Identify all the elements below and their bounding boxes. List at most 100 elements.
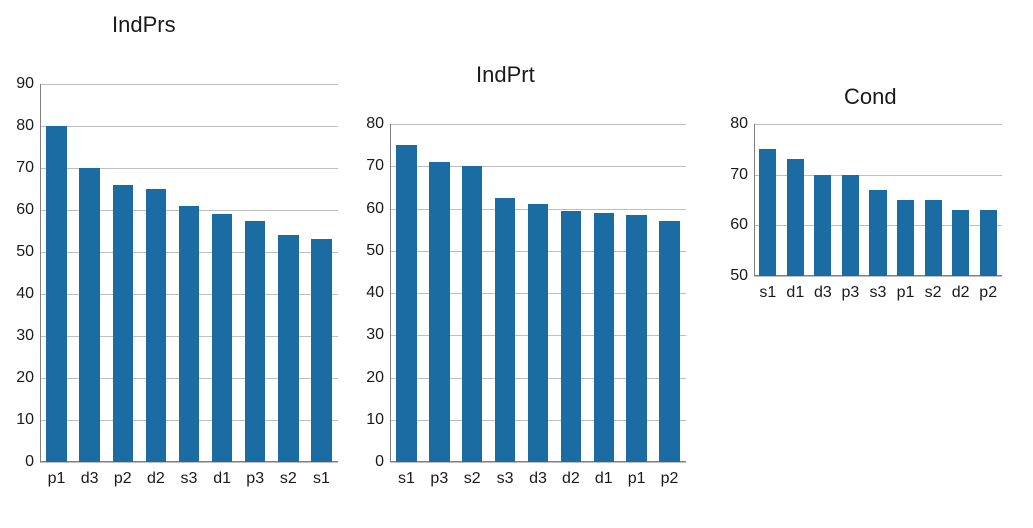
indprt-bar-slot: d3: [522, 124, 555, 462]
cond-xtick-label: s1: [759, 276, 776, 302]
indprt-ytick-label: 70: [366, 157, 390, 175]
indprt-bar: [659, 221, 679, 462]
indprs-ytick-label: 90: [16, 75, 40, 93]
indprs-xtick-label: p2: [114, 462, 132, 488]
cond-ytick-label: 80: [730, 115, 754, 133]
indprt-bar: [626, 215, 646, 462]
cond-ytick-label: 50: [730, 267, 754, 285]
cond-title: Cond: [844, 84, 897, 110]
indprt-bar-slot: s3: [489, 124, 522, 462]
cond-xtick-label: p2: [979, 276, 997, 302]
cond-bar: [897, 200, 914, 276]
indprt-bar: [396, 145, 416, 462]
cond-bar: [842, 175, 859, 276]
cond-bar-slot: s3: [864, 124, 892, 276]
indprs-bar: [113, 185, 134, 462]
indprt-bar-slot: s1: [390, 124, 423, 462]
cond-bar-slot: d1: [782, 124, 810, 276]
indprt-plot: 01020304050607080s1p3s2s3d3d2d1p1p2: [390, 124, 686, 462]
indprt-bar-slot: s2: [456, 124, 489, 462]
indprs-ytick-label: 80: [16, 117, 40, 135]
indprs-bar: [311, 239, 332, 462]
indprt-xtick-label: s1: [398, 462, 415, 488]
indprt-xtick-label: d3: [529, 462, 547, 488]
cond-bar-slot: s2: [919, 124, 947, 276]
indprs-bar: [79, 168, 100, 462]
indprt-bar: [561, 211, 581, 462]
indprs-xtick-label: s3: [181, 462, 198, 488]
cond-bar: [980, 210, 997, 276]
indprt-bar: [495, 198, 515, 462]
cond-xtick-label: p1: [897, 276, 915, 302]
indprs-bar: [278, 235, 299, 462]
cond-bar: [869, 190, 886, 276]
indprs-xtick-label: p1: [48, 462, 66, 488]
cond-bar: [814, 175, 831, 276]
indprt-ytick-label: 30: [366, 326, 390, 344]
indprt-xtick-label: d2: [562, 462, 580, 488]
indprs-plot: 0102030405060708090p1d3p2d2s3d1p3s2s1: [40, 84, 338, 462]
indprs-ytick-label: 30: [16, 327, 40, 345]
indprt-title: IndPrt: [476, 62, 535, 88]
indprt-xtick-label: s3: [497, 462, 514, 488]
indprs-xtick-label: s1: [313, 462, 330, 488]
indprs-bar-slot: d1: [206, 84, 239, 462]
indprt-bar-slot: d2: [554, 124, 587, 462]
indprs-ytick-label: 20: [16, 369, 40, 387]
cond-xtick-label: p3: [842, 276, 860, 302]
cond-xtick-label: d2: [952, 276, 970, 302]
cond-bar-slot: p1: [892, 124, 920, 276]
indprs-bar: [46, 126, 67, 462]
indprs-ytick-label: 50: [16, 243, 40, 261]
indprs-bar: [179, 206, 200, 462]
cond-ytick-label: 60: [730, 216, 754, 234]
indprs-xtick-label: p3: [246, 462, 264, 488]
cond-bar: [952, 210, 969, 276]
cond-bar-slot: d2: [947, 124, 975, 276]
cond-xtick-label: d3: [814, 276, 832, 302]
indprt-bar-slot: p2: [653, 124, 686, 462]
cond-ytick-label: 70: [730, 166, 754, 184]
cond-bar-slot: d3: [809, 124, 837, 276]
indprt-ytick-label: 10: [366, 411, 390, 429]
cond-bar: [787, 159, 804, 276]
indprs-xtick-label: d1: [213, 462, 231, 488]
cond-xtick-label: s3: [870, 276, 887, 302]
indprs-ytick-label: 60: [16, 201, 40, 219]
indprt-bar: [528, 204, 548, 462]
chart-canvas: IndPrs0102030405060708090p1d3p2d2s3d1p3s…: [0, 0, 1033, 528]
cond-bar-slot: p3: [837, 124, 865, 276]
indprs-ytick-label: 0: [25, 453, 40, 471]
indprs-xtick-label: s2: [280, 462, 297, 488]
indprs-bar-slot: p1: [40, 84, 73, 462]
indprs-bar-slot: s1: [305, 84, 338, 462]
indprt-ytick-label: 0: [375, 453, 390, 471]
indprt-bar: [594, 213, 614, 462]
indprt-ytick-label: 50: [366, 242, 390, 260]
indprs-bar-slot: d2: [139, 84, 172, 462]
indprs-bar: [245, 221, 266, 463]
indprt-xtick-label: d1: [595, 462, 613, 488]
indprs-bar: [146, 189, 167, 462]
indprt-ytick-label: 40: [366, 284, 390, 302]
indprs-bar-slot: d3: [73, 84, 106, 462]
indprt-bar-slot: d1: [587, 124, 620, 462]
indprs-xtick-label: d2: [147, 462, 165, 488]
indprt-xtick-label: s2: [464, 462, 481, 488]
indprt-bar-slot: p3: [423, 124, 456, 462]
indprs-ytick-label: 40: [16, 285, 40, 303]
indprt-xtick-label: p1: [628, 462, 646, 488]
indprs-bar: [212, 214, 233, 462]
indprt-bar: [429, 162, 449, 462]
indprt-xtick-label: p2: [661, 462, 679, 488]
indprs-ytick-label: 70: [16, 159, 40, 177]
indprs-xtick-label: d3: [81, 462, 99, 488]
indprt-bar: [462, 166, 482, 462]
indprs-ytick-label: 10: [16, 411, 40, 429]
cond-bar-slot: s1: [754, 124, 782, 276]
indprt-xtick-label: p3: [430, 462, 448, 488]
cond-xtick-label: s2: [925, 276, 942, 302]
indprt-ytick-label: 80: [366, 115, 390, 133]
indprs-bar-slot: p3: [239, 84, 272, 462]
indprt-ytick-label: 20: [366, 369, 390, 387]
